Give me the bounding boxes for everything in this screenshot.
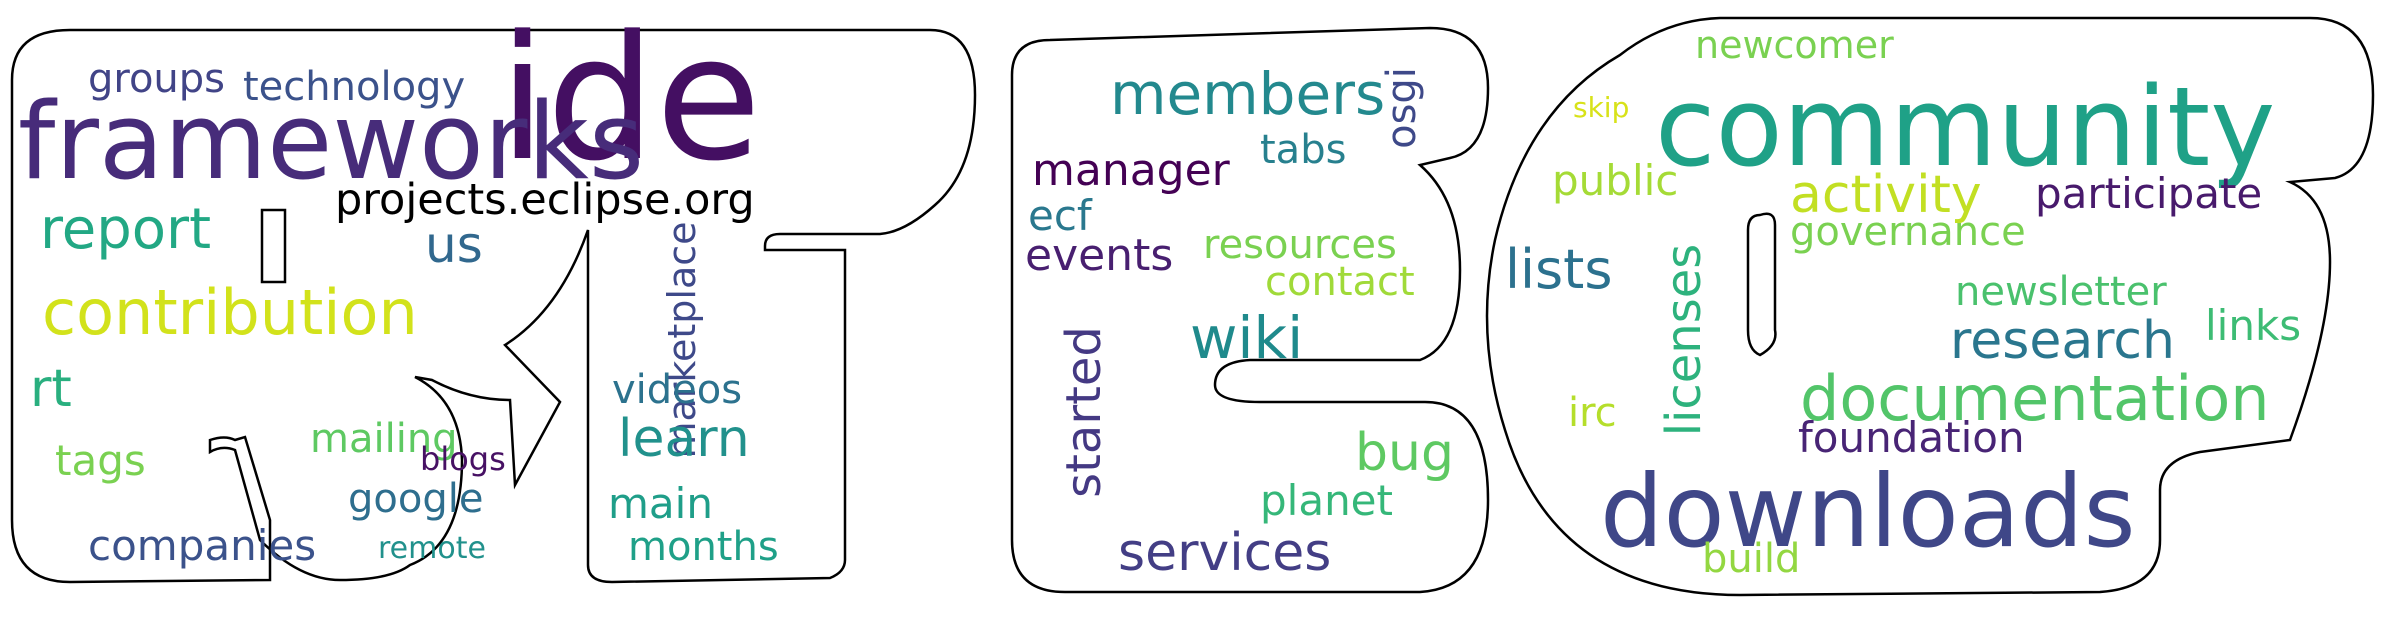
word-us: us [425,216,483,274]
word-resources: resources [1203,222,1397,268]
word-activity: activity [1790,165,1982,225]
word-learn: google [348,476,483,522]
word-wiki: wiki [1190,304,1303,372]
word-participate: participate [2035,169,2262,218]
word-ecf: ecf [1028,191,1093,240]
word-rt: marketplace [660,221,704,458]
word-newcomer: newcomer [1695,23,1894,67]
word-public: public [1552,156,1678,205]
word-mailing: learn [618,409,750,469]
word-contribution: contribution [42,276,418,349]
word-services: services [1118,523,1331,583]
word-ide: ide [499,0,762,199]
word-licenses: licenses [1656,244,1712,437]
word-contact: contact [1265,259,1415,305]
word-newsletter: newsletter [1955,269,2167,315]
word-started: started [1056,326,1112,498]
letter-r-outline [10,28,977,584]
word-skip: skip [1573,91,1629,124]
word-videos: videos [612,367,742,413]
word-research: research [1950,311,2175,371]
word-months: months [628,524,779,570]
word-governance: governance [1790,209,2026,255]
word-companies: main [608,479,713,528]
word-irc: irc [1568,390,1617,436]
word-marketplace: rt [30,359,72,419]
word-build: build [1702,536,1800,582]
word-foundation: foundation [1798,413,2025,462]
word-osgi: osgi [1379,67,1425,149]
word-main: remote [378,531,486,566]
word-planet: planet [1260,476,1393,525]
letter-f-counter [1746,212,1777,357]
word-frameworks: frameworks [18,80,644,203]
word-links: links [2205,301,2301,350]
word-google: blogs [420,440,506,478]
word-projects-eclipse-org: projects.eclipse.org [335,175,755,225]
word-tabs: tabs [1260,127,1346,173]
word-groups: groups [88,56,225,102]
word-manager: manager [1032,145,1231,196]
letter-r-counter [260,208,287,284]
word-bug: bug [1355,423,1454,483]
letter-e-outline [1010,26,1490,594]
word-documentation: documentation [1800,362,2270,435]
word-events: events [1025,230,1173,281]
word-members: members [1110,60,1385,128]
word-tags: mailing [310,416,458,462]
letter-f-outline [1485,16,2375,597]
word-community: community [1655,63,2275,191]
word-blogs: tags [55,436,146,485]
word-lists: lists [1505,238,1612,301]
word-technology: technology [243,64,465,110]
word-report: report [40,197,211,262]
word-downloads: downloads [1600,453,2136,570]
word-remote: companies [88,521,316,570]
